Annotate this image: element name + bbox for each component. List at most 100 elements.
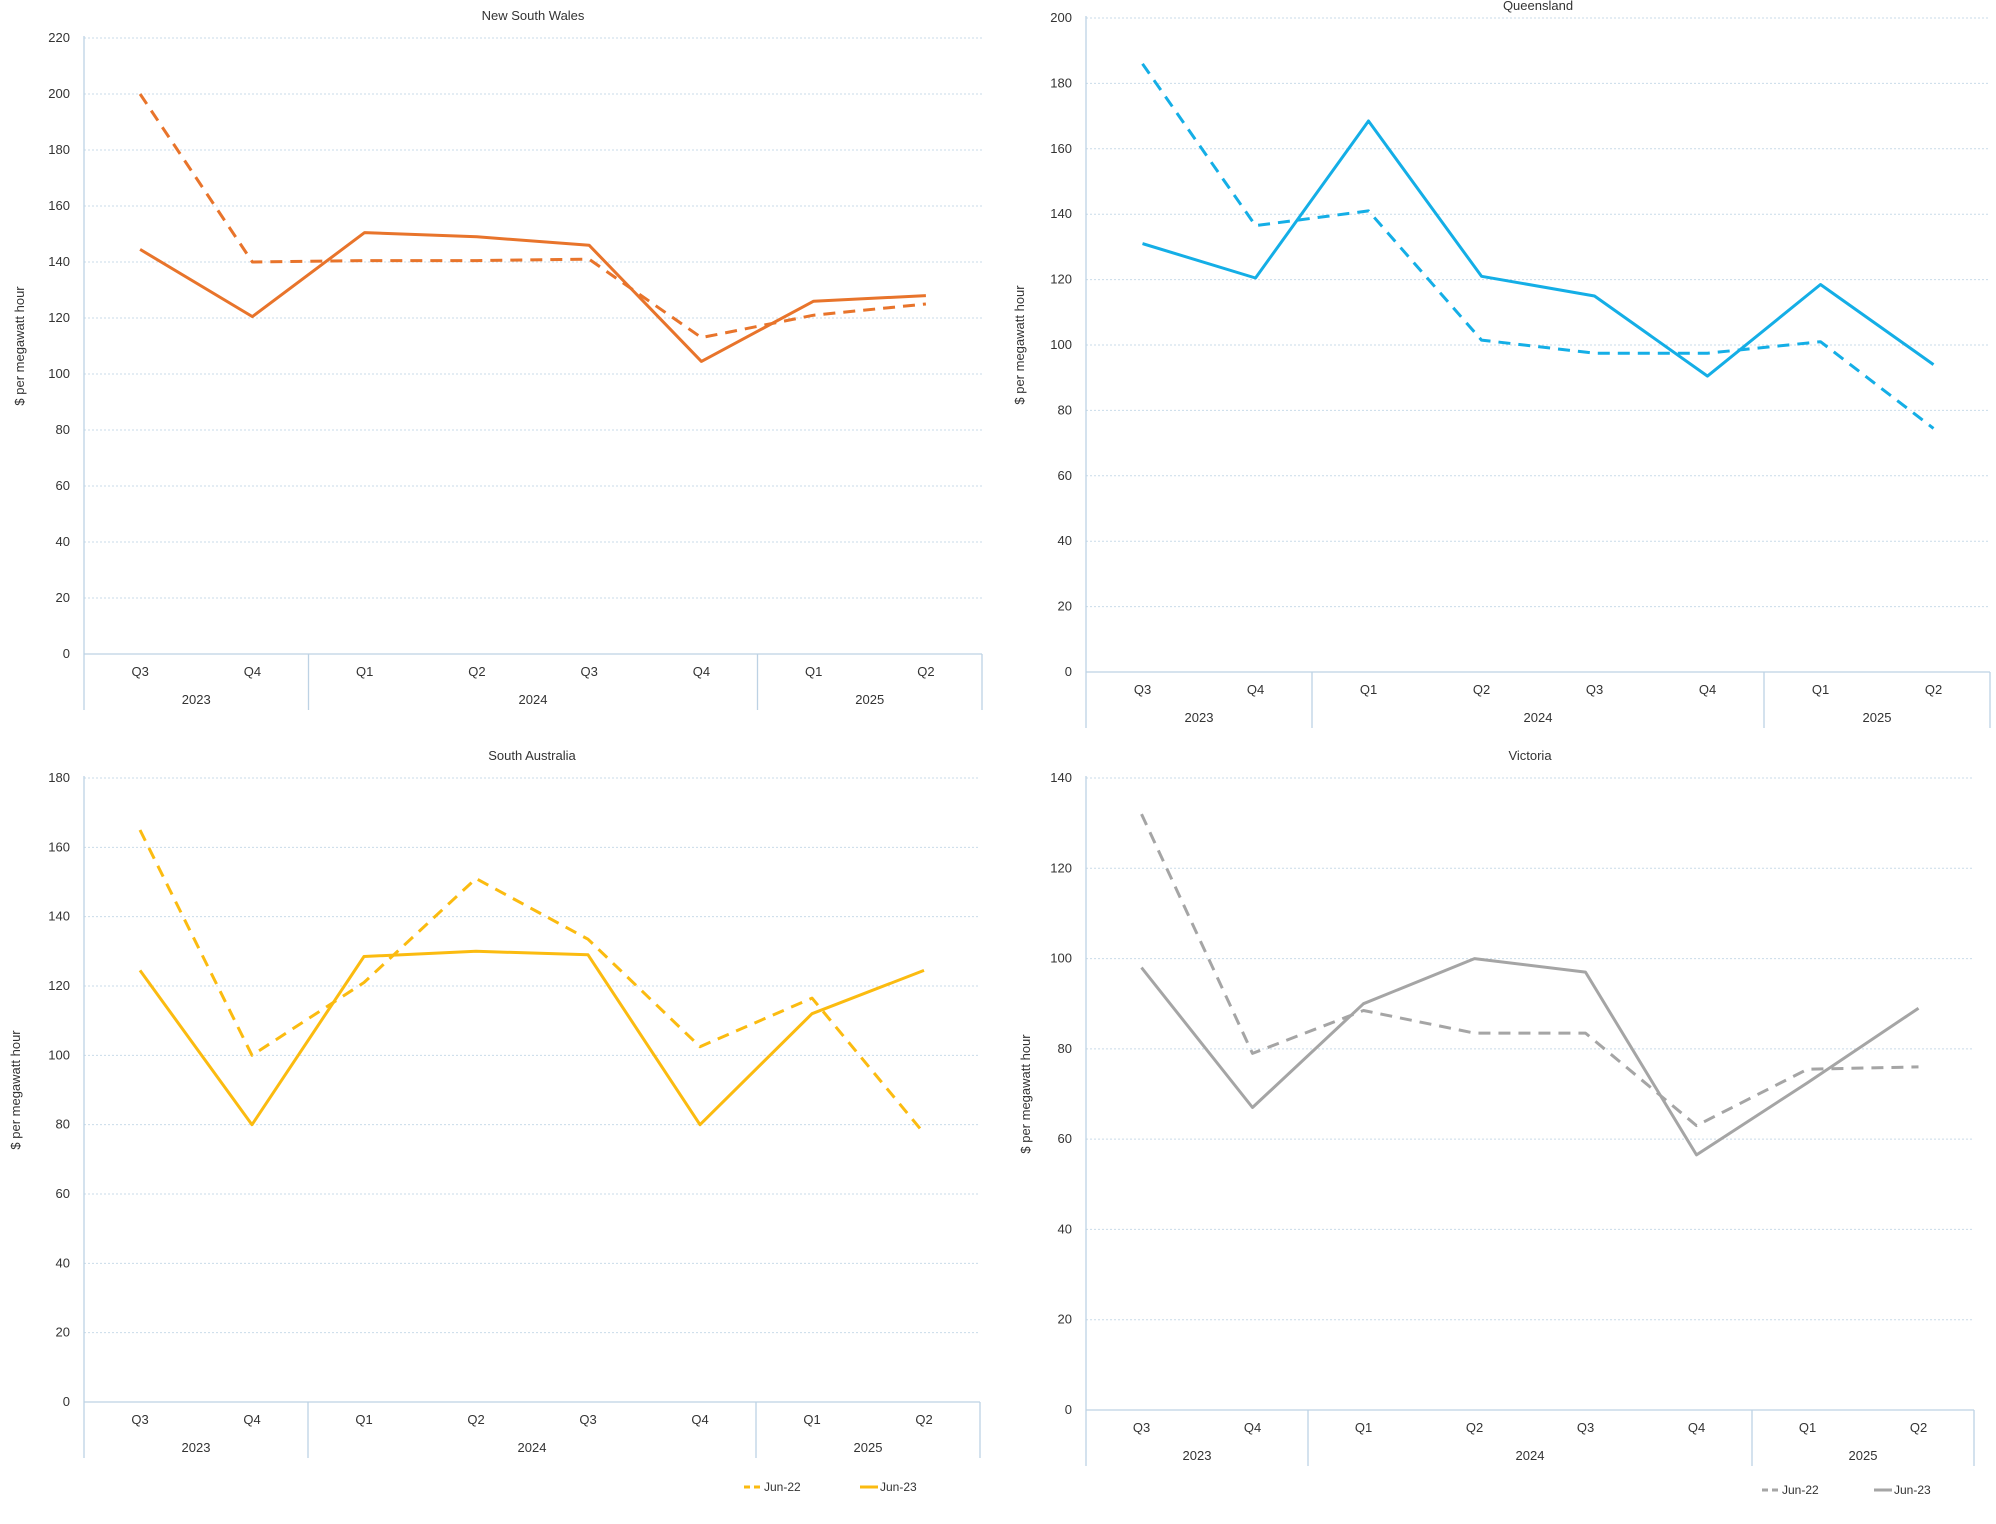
year-label: 2025 [1863,710,1892,725]
legend-label: Jun-22 [1782,1483,1819,1497]
y-tick-label: 200 [48,86,70,101]
y-tick-label: 40 [1058,1221,1072,1236]
series-line-jun-23 [1142,119,1935,378]
y-tick-label: 120 [1050,860,1072,875]
y-tick-label: 100 [1050,951,1072,966]
y-tick-label: 160 [1050,141,1072,156]
y-tick-label: 100 [1050,337,1072,352]
x-tick-label: Q2 [1473,682,1490,697]
y-tick-label: 60 [1058,1131,1072,1146]
x-tick-label: Q2 [468,664,485,679]
y-tick-label: 160 [48,198,70,213]
y-tick-label: 0 [63,1394,70,1409]
x-tick-label: Q3 [131,1412,148,1427]
y-tick-label: 20 [56,590,70,605]
x-tick-label: Q2 [917,664,934,679]
y-tick-label: 120 [48,310,70,325]
y-tick-label: 140 [48,909,70,924]
x-tick-label: Q1 [1812,682,1829,697]
legend-label: Jun-23 [1894,1483,1931,1497]
y-axis-label: $ per megawatt hour [1012,285,1027,405]
series-line-jun-22 [138,93,927,340]
year-label: 2025 [855,692,884,707]
y-tick-label: 180 [48,142,70,157]
y-tick-label: 80 [1058,1041,1072,1056]
y-tick-label: 20 [1058,599,1072,614]
y-tick-label: 60 [56,478,70,493]
y-tick-label: 60 [56,1186,70,1201]
series-line-jun-22 [138,829,926,1135]
chart-title: Queensland [1503,0,1573,13]
x-tick-label: Q1 [1355,1420,1372,1435]
y-tick-label: 0 [63,646,70,661]
x-tick-label: Q4 [1699,682,1716,697]
series-line-jun-22 [1141,62,1935,430]
legend: Jun-22 Jun-23 [1762,1483,1931,1497]
chart-title: South Australia [488,748,576,763]
x-tick-label: Q4 [244,664,261,679]
series-line-jun-23 [1140,957,1920,1157]
year-label: 2025 [854,1440,883,1455]
x-tick-label: Q3 [131,664,148,679]
x-tick-label: Q1 [1799,1420,1816,1435]
x-tick-label: Q3 [1577,1420,1594,1435]
y-axis-label: $ per megawatt hour [8,1030,23,1150]
chart-panel-1: Queensland 0 20 40 60 80 100 120 140 160 180 200 Q3 Q… [1012,0,1991,728]
x-tick-label: Q4 [691,1412,708,1427]
y-tick-label: 140 [1050,206,1072,221]
year-label: 2025 [1849,1448,1878,1463]
x-tick-label: Q1 [803,1412,820,1427]
x-tick-label: Q3 [1586,682,1603,697]
chart-panel-2: South Australia 0 20 40 60 80 100 120 140 160 180 Q… [8,748,981,1494]
y-tick-label: 80 [1058,402,1072,417]
y-tick-label: 40 [56,1255,70,1270]
y-tick-label: 0 [1065,664,1072,679]
y-tick-label: 180 [1050,75,1072,90]
chart-panel-3: Victoria 0 20 40 60 80 100 120 140 Q3 Q4 Q1 Q2 Q3 Q4 Q1… [1018,748,1975,1497]
y-tick-label: 140 [1050,770,1072,785]
x-tick-label: Q4 [243,1412,260,1427]
x-tick-label: Q2 [1925,682,1942,697]
x-tick-label: Q2 [467,1412,484,1427]
y-tick-label: 40 [1058,533,1072,548]
x-tick-label: Q2 [1466,1420,1483,1435]
y-tick-label: 20 [56,1325,70,1340]
x-tick-label: Q1 [356,664,373,679]
x-tick-label: Q1 [1360,682,1377,697]
x-tick-label: Q4 [1244,1420,1261,1435]
year-label: 2024 [519,692,548,707]
y-tick-label: 220 [48,30,70,45]
year-label: 2024 [518,1440,547,1455]
x-tick-label: Q4 [1247,682,1264,697]
chart-title: New South Wales [482,8,585,23]
y-tick-label: 180 [48,770,70,785]
y-tick-label: 120 [1050,272,1072,287]
y-tick-label: 60 [1058,468,1072,483]
legend: Jun-22 Jun-23 [744,1480,917,1494]
x-tick-label: Q1 [355,1412,372,1427]
x-tick-label: Q3 [1133,1420,1150,1435]
y-tick-label: 140 [48,254,70,269]
y-tick-label: 0 [1065,1402,1072,1417]
y-tick-label: 40 [56,534,70,549]
legend-label: Jun-23 [880,1480,917,1494]
year-label: 2024 [1516,1448,1545,1463]
y-tick-label: 120 [48,978,70,993]
year-label: 2023 [182,1440,211,1455]
y-tick-label: 20 [1058,1312,1072,1327]
legend-label: Jun-22 [764,1480,801,1494]
x-tick-label: Q4 [693,664,710,679]
chart-panel-0: New South Wales 0 20 40 60 80 100 120 140 160 180 2… [12,8,983,710]
x-tick-label: Q4 [1688,1420,1705,1435]
x-tick-label: Q2 [915,1412,932,1427]
x-tick-label: Q1 [805,664,822,679]
y-tick-label: 80 [56,422,70,437]
year-label: 2023 [1183,1448,1212,1463]
year-label: 2024 [1524,710,1553,725]
chart-title: Victoria [1508,748,1552,763]
x-tick-label: Q3 [580,664,597,679]
x-tick-label: Q2 [1910,1420,1927,1435]
y-tick-label: 200 [1050,10,1072,25]
